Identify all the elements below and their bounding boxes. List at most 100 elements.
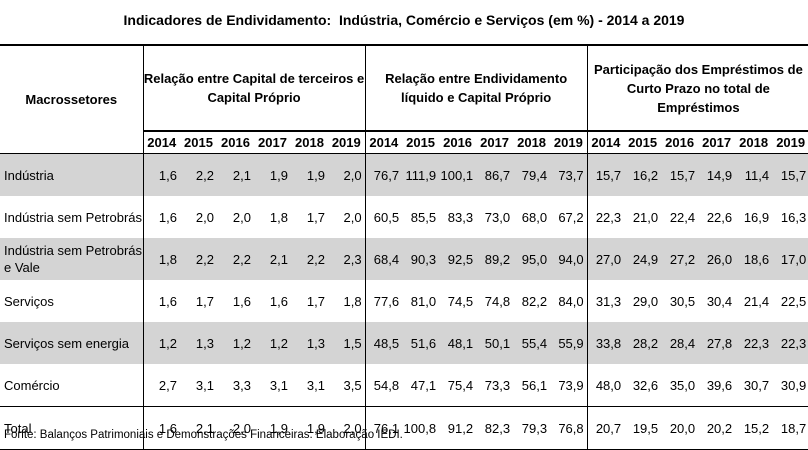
- table-cell: 83,3: [447, 209, 474, 225]
- table-cell: 85,5: [410, 209, 437, 225]
- year-header: 2016: [217, 130, 254, 154]
- table-cell: 1,2: [254, 322, 291, 364]
- table-cell: 17,0: [772, 238, 808, 280]
- table-cell: 3,1: [195, 377, 214, 393]
- table-cell: 75,4: [447, 377, 474, 393]
- table-cell: 3,5: [343, 377, 362, 393]
- table-cell: 32,6: [632, 377, 659, 393]
- table-cell: 94,0: [550, 238, 588, 280]
- year-header: 2017: [476, 130, 514, 154]
- table-cell: 48,0: [586, 364, 625, 407]
- year-header: 2014: [586, 130, 625, 154]
- table-cell: 54,8: [364, 364, 403, 407]
- table-cell: 18,6: [735, 238, 773, 280]
- table-cell: 86,7: [476, 153, 514, 196]
- row-label: Serviços sem energia: [0, 322, 143, 364]
- table-body: Indústria 1,6 2,2 2,1 1,9 1,9 2,0 76,7 111,9 100,…: [0, 153, 808, 450]
- table-cell: 22,3: [586, 196, 625, 238]
- year-header: 2015: [624, 130, 662, 154]
- table-cell: 79,4: [513, 153, 551, 196]
- table-cell: 76,1: [364, 406, 403, 450]
- table-cell: 3,3: [232, 377, 251, 393]
- table-cell: 79,3: [513, 406, 551, 450]
- table-cell: 2,0: [195, 209, 214, 225]
- table-cell: 3,1: [269, 377, 288, 393]
- indicators-table: Macrossetores Relação entre Capital de t…: [0, 44, 808, 450]
- year-header-row: 2014 2015 2016 2017 2018 2019 2014 2015 2016 2017…: [0, 130, 808, 154]
- table-cell: 91,2: [439, 406, 477, 450]
- table-cell: 30,4: [706, 293, 733, 309]
- table-cell: 2,7: [142, 364, 180, 407]
- table-cell: 22,4: [669, 209, 696, 225]
- table-cell: 21,4: [743, 293, 770, 309]
- table-cell: 95,0: [513, 238, 551, 280]
- table-cell: 24,9: [624, 238, 662, 280]
- table-cell: 26,0: [698, 238, 736, 280]
- table-cell: 22,5: [780, 293, 807, 309]
- table-cell: 1,3: [291, 322, 328, 364]
- year-header: 2017: [254, 130, 291, 154]
- table-cell: 15,7: [586, 153, 625, 196]
- table-cell: 18,7: [772, 406, 808, 450]
- table-cell: 22,3: [735, 322, 773, 364]
- table-cell: 1,2: [217, 322, 254, 364]
- year-header: 2016: [661, 130, 699, 154]
- table-cell: 2,0: [232, 209, 251, 225]
- table-cell: 1,6: [232, 293, 251, 309]
- table-cell: 22,6: [706, 209, 733, 225]
- table-cell: 1,2: [142, 322, 180, 364]
- table-cell: 50,1: [476, 322, 514, 364]
- table-cell: 39,6: [706, 377, 733, 393]
- table-cell: 1,6: [142, 196, 180, 238]
- table-cell: 28,4: [661, 322, 699, 364]
- table-cell: 48,5: [364, 322, 403, 364]
- table-cell: 51,6: [402, 322, 440, 364]
- table-cell: 1,9: [291, 406, 328, 450]
- table-cell: 2,1: [217, 153, 254, 196]
- table-cell: 90,3: [402, 238, 440, 280]
- table-cell: 2,1: [254, 238, 291, 280]
- year-header: 2014: [364, 130, 403, 154]
- table-cell: 48,1: [439, 322, 477, 364]
- table-row: Indústria sem Petrobrás 1,6 2,0 2,0 1,8 1,7 2,…: [0, 196, 808, 238]
- table-cell: 1,9: [291, 153, 328, 196]
- table-cell: 1,6: [142, 406, 180, 450]
- table-cell: 1,7: [195, 293, 214, 309]
- table-cell: 1,7: [306, 293, 325, 309]
- table-cell: 111,9: [402, 153, 440, 196]
- row-label: Comércio: [4, 377, 60, 393]
- table-cell: 1,9: [254, 153, 291, 196]
- table-cell: 15,7: [661, 153, 699, 196]
- year-header: 2015: [180, 130, 217, 154]
- table-cell: 28,2: [624, 322, 662, 364]
- table-cell: 1,6: [142, 280, 180, 322]
- table-cell: 68,4: [364, 238, 403, 280]
- year-header: 2017: [698, 130, 736, 154]
- table-cell: 35,0: [669, 377, 696, 393]
- row-label: Serviços: [4, 293, 54, 309]
- table-cell: 1,8: [142, 238, 180, 280]
- table-cell: 1,8: [343, 293, 362, 309]
- table-cell: 1,6: [269, 293, 288, 309]
- table-cell: 11,4: [735, 153, 773, 196]
- table-cell: 2,2: [180, 238, 217, 280]
- source-note: Fonte: Balanços Patrimoniais e Demonstra…: [4, 429, 403, 441]
- table-cell: 55,4: [513, 322, 551, 364]
- table-cell: 77,6: [364, 280, 403, 322]
- table-cell: 47,1: [410, 377, 437, 393]
- table-cell: 81,0: [410, 293, 437, 309]
- table-cell: 73,7: [550, 153, 588, 196]
- table-cell: 55,9: [550, 322, 588, 364]
- table-row: Indústria 1,6 2,2 2,1 1,9 1,9 2,0 76,7 111,9 100,…: [0, 153, 808, 196]
- table-cell: 67,2: [558, 209, 584, 225]
- table-row: Indústria sem Petrobrás e Vale 1,8 2,2 2,2 2…: [0, 238, 808, 280]
- table-cell: 31,3: [586, 280, 625, 322]
- table-row: Total 1,6 2,1 2,0 1,9 1,9 2,0 76,1 100,8 91,2 82,3…: [0, 406, 808, 450]
- table-cell: 2,2: [217, 238, 254, 280]
- table-row: Comércio 2,7 3,1 3,3 3,1 3,1 3,5 54,8 47,1 75,4 73…: [0, 364, 808, 407]
- year-header: 2019: [772, 130, 808, 154]
- table-cell: 74,8: [484, 293, 511, 309]
- table-cell: 2,1: [180, 406, 217, 450]
- table-cell: 30,5: [669, 293, 696, 309]
- year-header: 2018: [735, 130, 773, 154]
